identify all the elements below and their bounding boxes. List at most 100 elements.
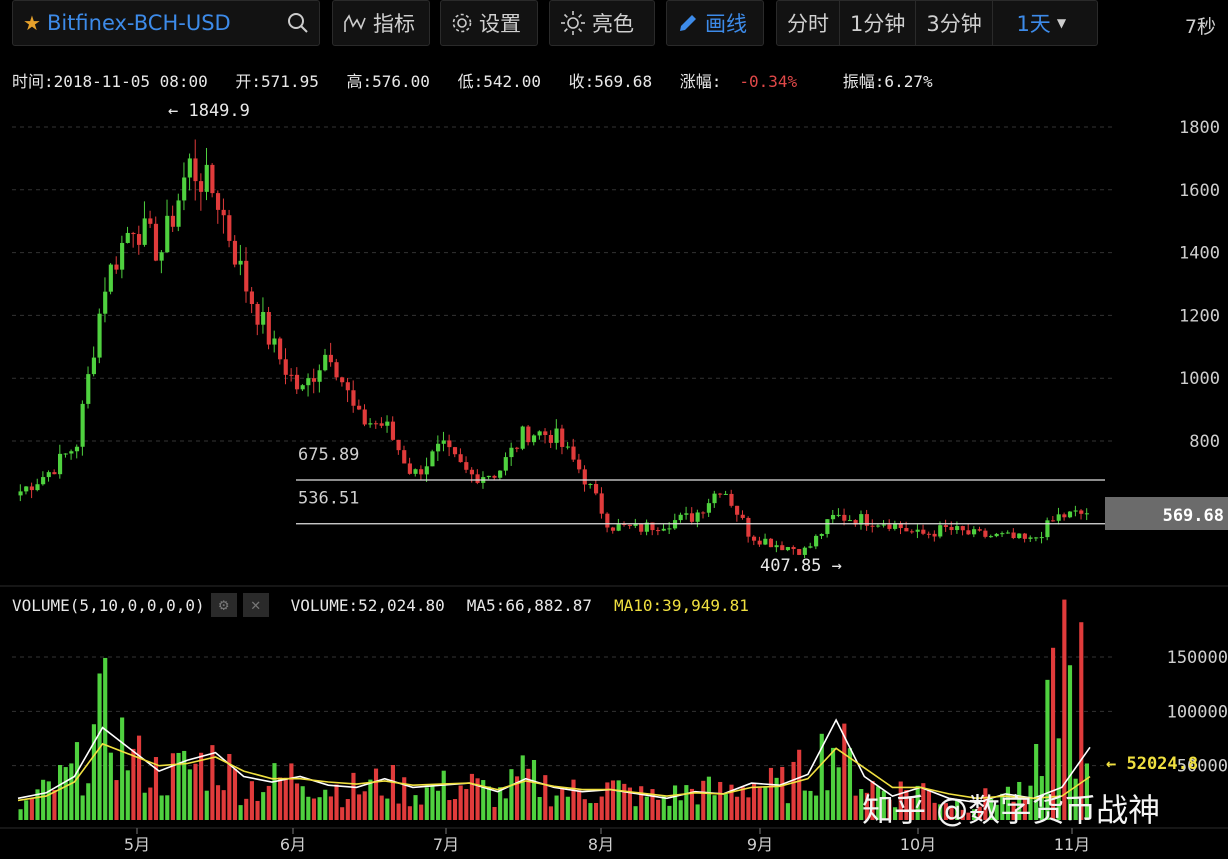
volume-bar <box>170 753 175 820</box>
gear-icon[interactable]: ⚙ <box>210 593 237 617</box>
interval-timeline[interactable]: 分时 <box>787 12 829 36</box>
candle-body <box>983 530 988 537</box>
vol-tick-label: 150000 <box>1167 648 1228 668</box>
volume-bar <box>221 790 226 820</box>
volume-bar <box>1073 778 1078 820</box>
volume-bar <box>362 791 367 820</box>
candle-body <box>955 526 960 531</box>
info-close: 收:569.68 <box>568 72 653 91</box>
candle-body <box>763 538 768 545</box>
volume-bar <box>656 799 661 820</box>
candle-body <box>153 223 159 261</box>
vol-tick-label: 100000 <box>1167 702 1228 722</box>
theme-button[interactable]: 亮色 <box>549 0 655 46</box>
volume-bar <box>1017 781 1022 820</box>
candle-body <box>272 338 277 345</box>
volume-bar <box>763 786 768 820</box>
volume-bar <box>74 742 80 820</box>
candle-body <box>909 531 915 533</box>
refresh-countdown: 7秒 <box>1184 16 1216 38</box>
candle-body <box>842 514 847 521</box>
volume-bar <box>464 789 469 820</box>
volume-bar <box>887 799 892 820</box>
volume-bar <box>661 796 666 820</box>
candle-body <box>915 529 920 532</box>
volume-bar <box>419 804 424 820</box>
candle-body <box>379 423 384 426</box>
interval-3min[interactable]: 3分钟 <box>915 1 991 45</box>
candle-body <box>41 477 46 485</box>
volume-bar <box>311 798 317 820</box>
volume-bar <box>814 795 819 820</box>
volume-bar <box>187 769 192 820</box>
volume-bar <box>943 803 948 820</box>
candle-body <box>210 164 215 194</box>
candle-body <box>334 362 339 378</box>
candle-body <box>46 472 51 478</box>
volume-bar <box>29 798 34 820</box>
volume-bar <box>249 781 254 820</box>
volume-bar <box>938 804 943 820</box>
symbol-selector[interactable]: ★ Bitfinex-BCH-USD <box>12 0 320 46</box>
vol-tick-label: 50000 <box>1177 757 1228 777</box>
candle-body <box>125 232 130 243</box>
candle-body <box>977 529 982 531</box>
volume-bar <box>1045 679 1050 820</box>
volume-bar <box>306 796 311 820</box>
candle-body <box>543 431 548 435</box>
search-icon[interactable] <box>287 12 309 34</box>
indicators-button[interactable]: 指标 <box>332 0 430 46</box>
candle-body <box>582 469 587 485</box>
volume-bar <box>86 783 91 820</box>
candle-body <box>283 359 288 375</box>
volume-bar <box>797 749 802 820</box>
close-icon[interactable]: ✕ <box>242 593 269 617</box>
interval-1min[interactable]: 1分钟 <box>839 1 915 45</box>
volume-bar <box>627 787 632 820</box>
volume-bar <box>481 780 486 820</box>
candle-body <box>988 536 994 538</box>
interval-dropdown[interactable]: 1天 ▼ <box>991 1 1090 45</box>
settings-button[interactable]: 设置 <box>440 0 538 46</box>
volume-bar <box>926 790 932 820</box>
candle-body <box>1000 533 1005 535</box>
star-icon[interactable]: ★ <box>23 11 41 35</box>
volume-bar <box>893 807 898 820</box>
candle-body <box>340 377 345 383</box>
candle-body <box>193 158 198 182</box>
candle-body <box>859 514 864 525</box>
candle-body <box>881 524 886 526</box>
volume-bar <box>272 763 277 820</box>
candle-body <box>661 528 666 531</box>
volume-value: VOLUME:52,024.80 <box>290 595 445 615</box>
watermark: 知乎 @数字货币战神 <box>862 791 1161 829</box>
volume-bar <box>639 786 644 820</box>
volume-bar <box>593 802 599 820</box>
candle-body <box>441 440 446 444</box>
candle-body <box>165 215 170 253</box>
volume-bar <box>751 783 757 820</box>
candle-body <box>503 457 508 471</box>
draw-label: 画线 <box>705 12 747 36</box>
volume-bar <box>486 786 491 820</box>
volume-bar <box>289 763 294 820</box>
candle-body <box>91 357 96 375</box>
volume-bar <box>571 779 576 820</box>
candle-body <box>266 312 271 345</box>
interval-selected: 1天 <box>1016 12 1051 36</box>
volume-bar <box>909 798 915 820</box>
candle-body <box>876 525 881 527</box>
volume-bar <box>396 803 401 820</box>
gear-icon <box>452 13 472 33</box>
volume-bar <box>729 784 734 820</box>
volume-bar <box>847 748 853 820</box>
info-high: 高:576.00 <box>346 72 430 91</box>
volume-bar <box>876 786 881 820</box>
candle-body <box>419 469 424 475</box>
draw-button[interactable]: 画线 <box>666 0 764 46</box>
volume-bar <box>610 780 616 820</box>
volume-info: VOLUME(5,10,0,0,0,0) ⚙ ✕ VOLUME:52,024.8… <box>12 593 749 617</box>
volume-bar <box>41 779 46 820</box>
candle-body <box>588 484 593 486</box>
price-volume-chart[interactable]: 800 1000 1200 1400 1600 1800 50000 100000 15000… <box>0 54 1228 859</box>
